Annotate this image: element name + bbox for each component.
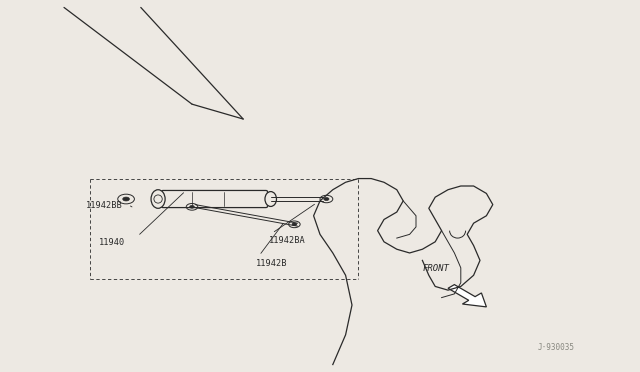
Text: 11942BA: 11942BA bbox=[269, 236, 305, 245]
Text: J·930035: J·930035 bbox=[538, 343, 575, 352]
Text: 11942B: 11942B bbox=[256, 259, 287, 267]
Text: 11942BB: 11942BB bbox=[86, 201, 123, 210]
Circle shape bbox=[189, 205, 195, 208]
FancyArrow shape bbox=[448, 285, 486, 307]
Circle shape bbox=[324, 198, 329, 201]
Text: 11940: 11940 bbox=[99, 238, 125, 247]
Text: FRONT: FRONT bbox=[422, 264, 449, 273]
Ellipse shape bbox=[151, 190, 165, 208]
Circle shape bbox=[292, 223, 297, 226]
Circle shape bbox=[123, 197, 129, 201]
Ellipse shape bbox=[265, 192, 276, 206]
